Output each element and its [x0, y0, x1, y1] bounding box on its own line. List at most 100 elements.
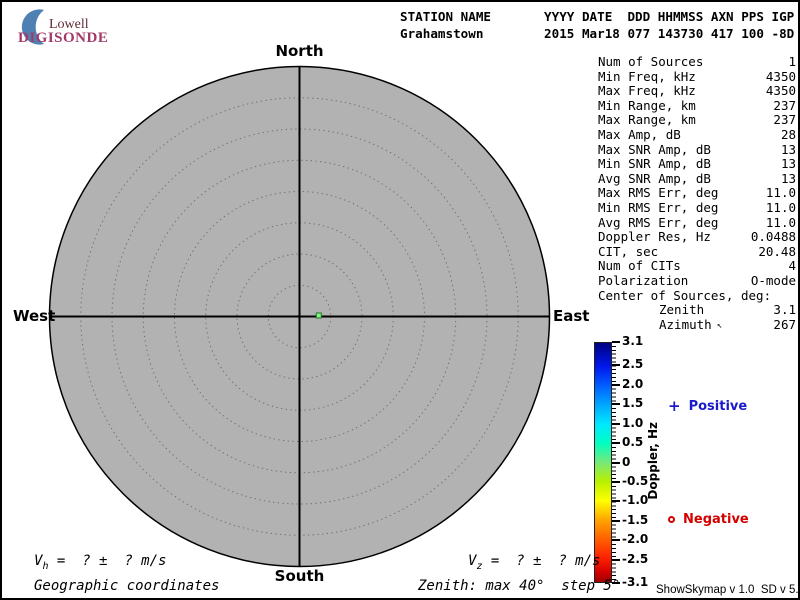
panel-row-value: 0.0488	[750, 229, 796, 245]
panel-row-value: 1	[788, 54, 796, 69]
panel-row-value: 28	[780, 126, 796, 142]
colorbar-tick-label: 1.5	[622, 396, 644, 411]
panel-row-label: Min SNR Amp, dB	[598, 156, 711, 172]
header-values: Grahamstown 2015 Mar18 077 143730 417 10…	[400, 26, 795, 41]
vh-symbol: V	[34, 553, 43, 569]
logo-digisonde: DIGISONDE	[18, 30, 109, 46]
panel-row-label: Avg SNR Amp, dB	[598, 170, 711, 186]
colorbar-tick-label: 1.0	[622, 415, 644, 430]
panel-row-value: 20.48	[758, 243, 796, 259]
azimuth-direction-icon: ↖	[716, 320, 723, 331]
panel-row-label: Min Freq, kHz	[598, 68, 696, 84]
panel-row-value: O-mode	[750, 272, 796, 288]
station-header: STATION NAME YYYY DATE DDD HHMMSS AXN PP…	[400, 8, 794, 42]
vz-subscript: z	[476, 560, 483, 572]
circle-icon	[668, 516, 675, 523]
panel-row-label: Max Freq, kHz	[598, 83, 696, 99]
vz-value: = ? ± ? m/s	[482, 553, 601, 569]
panel-row: Doppler Res, Hz 0.0488	[598, 230, 796, 245]
panel-row-label: Avg RMS Err, deg	[598, 214, 719, 230]
skymap-plot	[48, 65, 551, 568]
panel-row-value: 13	[780, 156, 796, 172]
panel-row-value: 237	[773, 112, 796, 128]
colorbar-tick-label: -1.5	[622, 512, 649, 527]
colorbar-tick-label: 2.0	[622, 376, 644, 391]
panel-row: Min Range, km 237	[598, 97, 796, 114]
colorbar-tick	[612, 341, 620, 343]
panel-row: CIT, sec 20.48	[598, 243, 796, 260]
colorbar-tick	[612, 383, 620, 386]
compass-label-east: East	[553, 307, 590, 325]
colorbar-gradient	[594, 342, 612, 583]
colorbar-tick-label: -3.1	[622, 575, 649, 589]
colorbar-tick	[612, 442, 620, 445]
panel-row: Avg SNR Amp, dB 13	[598, 170, 796, 187]
positive-legend: + Positive	[668, 397, 747, 415]
colorbar-tick	[612, 500, 620, 503]
panel-row: Min RMS Err, deg 11.0	[598, 199, 796, 216]
panel-row-label: Max RMS Err, deg	[598, 185, 719, 201]
panel-row-value: 13	[780, 170, 796, 186]
colorbar-tick-label: -1.0	[622, 493, 649, 508]
vz-symbol: V	[468, 553, 477, 569]
source-dot	[315, 312, 322, 319]
panel-row: Zenith 3.1	[598, 302, 796, 318]
version-label: ShowSkymap v 1.0 SD v 5.1	[656, 584, 800, 596]
negative-label: Negative	[683, 512, 749, 527]
panel-row-label: Min Range, km	[598, 97, 696, 113]
colorbar-tick	[612, 539, 620, 542]
parameter-panel: Num of Sources 1 Min Freq, kHz 4350 Max Freq…	[598, 54, 796, 335]
panel-row-value: 267	[773, 316, 796, 332]
negative-legend: Negative	[668, 512, 749, 527]
compass-label-south: South	[274, 567, 325, 585]
panel-row-label: Max Range, km	[598, 112, 696, 128]
panel-row-label: CIT, sec	[598, 243, 659, 259]
colorbar-tick	[612, 422, 620, 425]
coordinates-note: Geographic coordinates	[34, 578, 220, 594]
panel-row-label: Zenith	[659, 302, 705, 318]
colorbar-title: Doppler, Hz	[646, 422, 660, 500]
panel-row-value: 11.0	[765, 185, 796, 201]
colorbar-tick	[612, 582, 620, 584]
colorbar-tick	[612, 461, 620, 464]
colorbar-tick-label: -2.0	[622, 532, 649, 547]
panel-row-label: Polarization	[598, 272, 689, 288]
panel-row-value: 4	[788, 258, 796, 274]
logo-lowell: Lowell	[49, 17, 89, 32]
panel-row: Azimuth ↖ 267	[598, 316, 796, 335]
zenith-range-note: Zenith: max 40° step 5°	[418, 578, 621, 594]
compass-label-north: North	[275, 42, 324, 60]
vh-subscript: h	[42, 560, 49, 572]
positive-label: Positive	[688, 398, 748, 414]
colorbar-tick	[612, 519, 620, 522]
colorbar-tick-label: 2.5	[622, 357, 644, 372]
panel-row-label: Azimuth ↖	[659, 316, 723, 332]
panel-row: Polarization O-mode	[598, 272, 796, 289]
header-column-titles: STATION NAME YYYY DATE DDD HHMMSS AXN PP…	[400, 9, 795, 24]
panel-row-value: 13	[780, 141, 796, 157]
panel-row-value: 4350	[765, 68, 796, 84]
panel-row: Max Amp, dB 28	[598, 126, 796, 143]
panel-row-value: 237	[773, 97, 796, 113]
horizontal-velocity-readout: Vh = ? ± ? m/s	[34, 553, 166, 572]
panel-row-value: 4350	[765, 83, 796, 99]
panel-row-label: Min RMS Err, deg	[598, 199, 719, 215]
colorbar-tick-label: 3.1	[622, 334, 644, 348]
crescent-icon	[21, 9, 44, 45]
panel-row-label: Doppler Res, Hz	[598, 229, 711, 245]
lowell-digisonde-logo: Lowell DIGISONDE	[16, 6, 136, 48]
colorbar-tick	[612, 558, 620, 561]
panel-row-value: 11.0	[765, 214, 796, 230]
plus-icon: +	[668, 397, 681, 415]
colorbar-tick-label: 0.5	[622, 435, 644, 450]
colorbar-tick-label: 0	[622, 454, 631, 469]
colorbar-tick-label: -2.5	[622, 551, 649, 566]
panel-row: Max Freq, kHz 4350	[598, 84, 796, 99]
panel-row: Num of CITs 4	[598, 259, 796, 274]
panel-row-label: Max SNR Amp, dB	[598, 141, 711, 157]
panel-row: Max RMS Err, deg 11.0	[598, 186, 796, 201]
panel-row: Max Range, km 237	[598, 113, 796, 128]
panel-row-label: Max Amp, dB	[598, 126, 681, 142]
colorbar-tick	[612, 364, 620, 367]
